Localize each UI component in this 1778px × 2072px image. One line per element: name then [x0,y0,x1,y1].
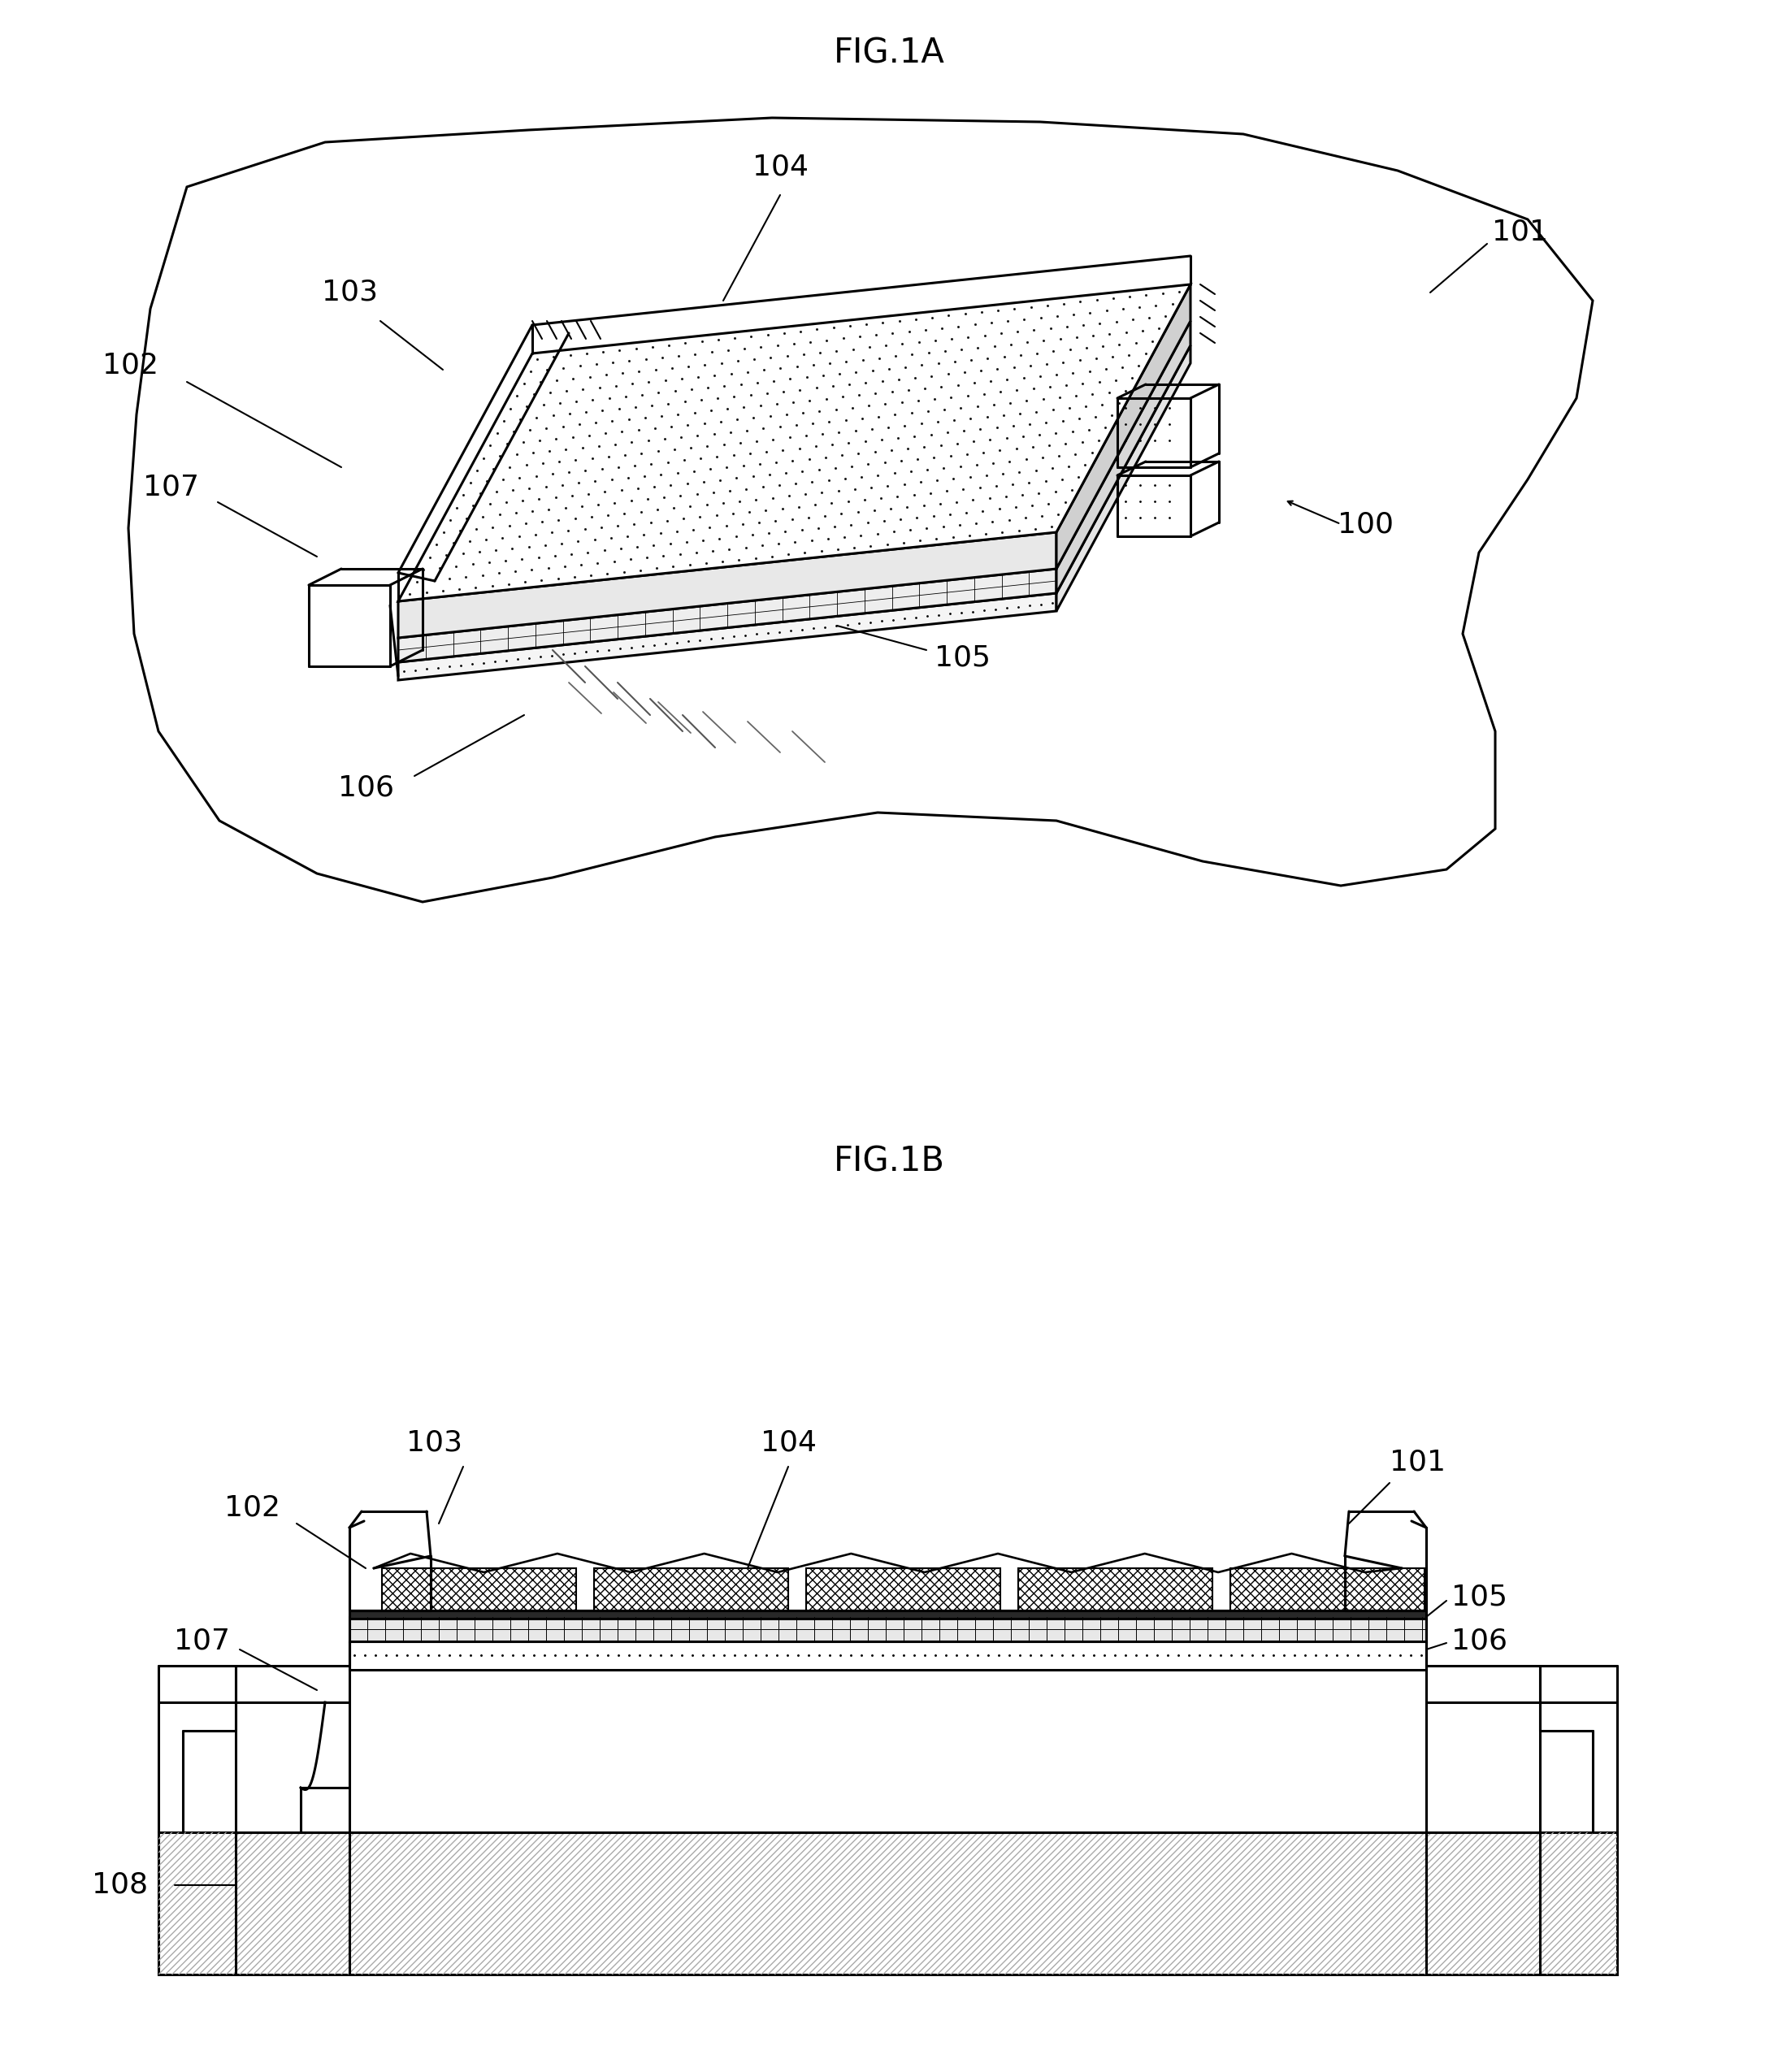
Polygon shape [398,570,1056,663]
Text: 106: 106 [1451,1627,1508,1656]
Text: 107: 107 [174,1627,229,1656]
Text: 107: 107 [142,474,199,501]
Text: 104: 104 [752,153,809,180]
Text: 102: 102 [101,352,158,379]
Text: 103: 103 [322,280,377,307]
Bar [594,1569,788,1610]
Polygon shape [398,533,1056,638]
Bar [1230,1569,1424,1610]
Text: 106: 106 [338,775,393,802]
Polygon shape [398,593,1056,680]
Bar [350,1610,1426,1618]
Bar [1019,1569,1213,1610]
Text: FIG.1B: FIG.1B [834,1146,944,1179]
Bar [350,1641,1426,1670]
Bar [350,1616,1426,1641]
Text: 108: 108 [92,1871,148,1898]
Text: 103: 103 [407,1428,462,1457]
Polygon shape [1056,346,1191,611]
Polygon shape [398,566,1056,638]
Text: 101: 101 [1390,1448,1446,1477]
Text: 105: 105 [935,644,990,671]
Polygon shape [1056,284,1191,570]
Text: 102: 102 [224,1494,279,1521]
Text: FIG.1A: FIG.1A [834,35,944,70]
Polygon shape [1056,321,1191,593]
Text: 104: 104 [761,1428,816,1457]
Text: 101: 101 [1492,218,1547,244]
Bar [158,1832,1618,1975]
Text: 105: 105 [1451,1583,1508,1610]
Bar [382,1569,576,1610]
Text: 100: 100 [1337,510,1394,539]
Polygon shape [398,284,1191,601]
Bar [805,1569,1001,1610]
Bar [158,1832,1618,1975]
